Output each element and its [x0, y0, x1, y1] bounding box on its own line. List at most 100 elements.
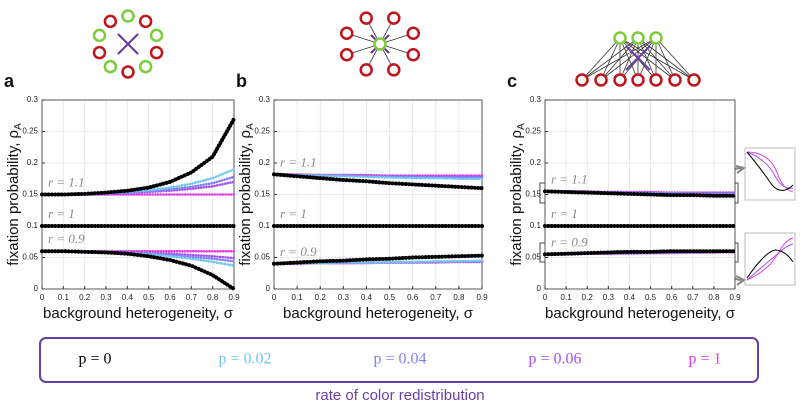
inset-curve	[746, 151, 794, 191]
series-line	[543, 189, 737, 198]
y-tick-label: 0.2	[27, 158, 39, 167]
axes-frame	[273, 99, 483, 290]
y-tick-label: 0	[537, 284, 542, 293]
network-node	[359, 63, 373, 77]
panel-label: b	[236, 71, 247, 91]
x-tick-label: 0.8	[708, 293, 720, 302]
x-tick-label: 0.1	[292, 293, 304, 302]
x-tick-label: 0.7	[186, 293, 198, 302]
y-tick-label: 0.1	[259, 221, 271, 230]
network-diagrams	[92, 9, 701, 87]
network-node	[339, 47, 354, 62]
network-node	[138, 14, 153, 29]
y-axis-label-sub: A	[516, 123, 527, 130]
y-tick-label: 0.2	[530, 158, 542, 167]
y-tick-label: 0.05	[22, 253, 38, 262]
x-tick-label: 0.9	[476, 293, 488, 302]
x-tick-label: 0.5	[143, 293, 155, 302]
network-edge	[637, 37, 695, 81]
x-axis-label: background heterogeneity, σ	[545, 305, 736, 322]
network-node	[121, 9, 135, 23]
x-tick-label: 0.8	[453, 293, 465, 302]
x-tick-label: 0	[40, 293, 45, 302]
legend-label: p = 1	[688, 351, 721, 368]
network-node	[103, 14, 118, 29]
x-tick-label: 0	[272, 293, 277, 302]
network-arrow	[637, 45, 651, 59]
series-line	[40, 249, 236, 291]
x-tick-label: 0.4	[361, 293, 373, 302]
y-tick-label: 0	[266, 284, 271, 293]
x-tick-label: 0.6	[164, 293, 176, 302]
r-label: r = 1	[48, 206, 75, 221]
y-tick-label: 0	[34, 284, 39, 293]
x-tick-label: 0.1	[58, 293, 70, 302]
y-axis-label: fixation probability, ρA	[237, 123, 256, 266]
x-tick-label: 0.8	[207, 293, 219, 302]
panel-label: c	[507, 71, 517, 91]
legend-label: p = 0	[78, 351, 111, 368]
network-edge	[655, 37, 676, 81]
y-tick-label: 0.05	[254, 253, 270, 262]
network-node	[121, 65, 135, 79]
network-node	[92, 45, 107, 60]
network-arrow	[625, 57, 639, 71]
network-node	[103, 59, 118, 74]
y-tick-label: 0.2	[259, 158, 271, 167]
y-tick-label: 0.25	[22, 127, 38, 136]
network-node	[575, 73, 589, 87]
network-node	[387, 63, 401, 77]
x-tick-label: 0.2	[582, 293, 594, 302]
legend-label: p = 0.06	[528, 351, 581, 368]
network-node	[373, 37, 387, 51]
arrow-head	[735, 165, 747, 174]
y-tick-label: 0.1	[530, 221, 542, 230]
network-edge	[581, 37, 621, 81]
x-tick-label: 0.3	[338, 293, 350, 302]
inset-curve	[746, 249, 794, 279]
network-node	[149, 28, 164, 43]
network-edge	[581, 37, 639, 81]
y-axis-label: fixation probability, ρA	[5, 123, 24, 266]
y-tick-label: 0.15	[254, 190, 270, 199]
inset-curve	[746, 237, 794, 281]
x-tick-label: 0.9	[228, 293, 240, 302]
series-line	[40, 116, 236, 197]
inset-curve	[746, 151, 794, 189]
network-node	[339, 26, 354, 41]
network-node	[406, 47, 421, 62]
network-node	[406, 26, 421, 41]
r-label: r = 0.9	[551, 234, 588, 249]
x-tick-label: 0.7	[687, 293, 699, 302]
y-axis-label-main: fixation probability, ρ	[508, 130, 525, 266]
x-tick-label: 0.4	[122, 293, 134, 302]
network-edge	[637, 37, 657, 81]
x-tick-label: 0.4	[624, 293, 636, 302]
series-line	[272, 253, 484, 266]
inset	[744, 147, 796, 201]
series-line	[272, 173, 484, 181]
network-node	[687, 73, 701, 87]
network-arrow	[127, 33, 139, 45]
network-edge	[600, 37, 657, 81]
x-tick-label: 0.9	[729, 293, 741, 302]
series-line	[543, 249, 737, 257]
series-line	[272, 172, 484, 191]
y-axis-label-sub: A	[245, 123, 256, 130]
panel-label: a	[4, 71, 15, 91]
r-label: r = 1	[280, 206, 307, 221]
r-label: r = 0.9	[280, 244, 317, 259]
network-node	[149, 45, 164, 60]
x-tick-label: 0.1	[561, 293, 573, 302]
network-arrow	[637, 57, 651, 71]
network-node	[668, 73, 682, 87]
y-tick-label: 0.3	[259, 95, 271, 104]
network-arrow	[117, 43, 129, 55]
legend-title: rate of color redistribution	[315, 387, 484, 404]
network-node	[649, 31, 663, 45]
x-tick-label: 0.3	[603, 293, 615, 302]
x-tick-label: 0.6	[407, 293, 419, 302]
network-arrow	[127, 43, 139, 55]
legend-label: p = 0.02	[218, 351, 271, 368]
